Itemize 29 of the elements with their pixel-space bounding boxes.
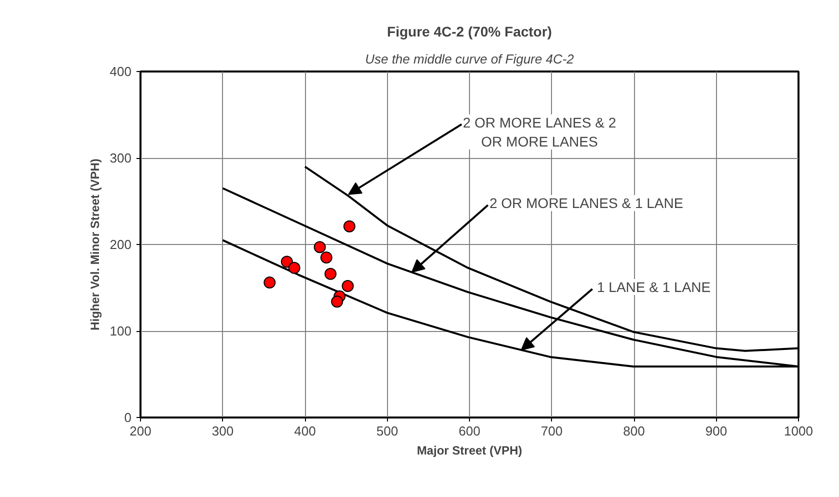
y-tick-label: 200	[110, 237, 132, 252]
x-tick-label: 600	[458, 424, 480, 438]
x-tick-label: 800	[623, 424, 645, 438]
x-tick-label: 400	[294, 424, 316, 438]
text: Use the middle curve of Figure 4C-2	[365, 52, 575, 66]
point	[314, 241, 326, 254]
point	[324, 268, 336, 280]
y-tick-label: 300	[110, 150, 132, 166]
x-tick-label: 1000	[784, 424, 813, 438]
point	[288, 262, 300, 274]
y-tick-label: 100	[110, 324, 132, 338]
x-tick-label: 200	[130, 424, 152, 438]
point	[331, 296, 344, 308]
annotation: 1 LANE & 1 LANE	[597, 279, 711, 296]
x-tick-label: 700	[540, 424, 563, 438]
point	[264, 276, 276, 289]
x-axis-title: Major Street (VPH)	[416, 444, 522, 458]
point	[342, 280, 354, 292]
x-tick-label: 500	[376, 424, 398, 438]
point	[320, 251, 332, 264]
y-tick-label: 400	[110, 64, 132, 79]
x-tick-label: 300	[212, 424, 234, 438]
x-tick-label: 900	[705, 424, 728, 438]
point	[343, 220, 356, 232]
y-tick-label: 0	[124, 410, 132, 425]
annotation: 2 OR MORE LANES & 2 OR MORE LANES	[462, 114, 616, 150]
annotation: 2 OR MORE LANES & 1 LANE	[489, 195, 684, 212]
chart-title: Figure 4C-2 (70% Factor)	[387, 24, 552, 40]
y-axis-title: Higher Vol. Minor Street (VPH)	[88, 158, 102, 330]
